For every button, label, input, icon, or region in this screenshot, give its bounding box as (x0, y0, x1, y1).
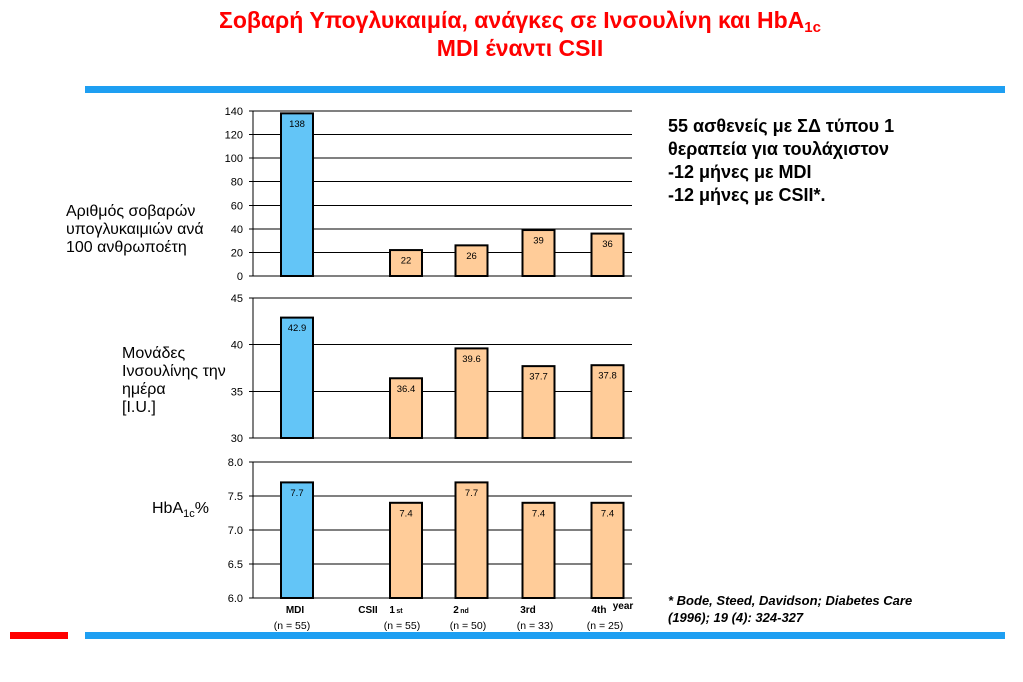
bar-csii-4th (590, 232, 625, 277)
gridlines (249, 297, 632, 439)
bar-csii-4th (590, 364, 625, 440)
hba1c-axis-label: HbA1c% (152, 500, 209, 520)
value-label-csii-3rd: 39 (533, 236, 544, 247)
y-axis-label-line: 100 ανθρωποέτη (66, 239, 187, 256)
y-axis-label-line: υπογλυκαιμιών ανά (66, 221, 204, 238)
study-description-line: -12 μήνες με MDI (668, 162, 812, 182)
insulin-dose-chart: 30 35 40 45 42.9 36.4 39.6 37.7 37.8 (231, 293, 632, 445)
value-label-mdi: 7.7 (290, 488, 303, 499)
value-label-csii-2nd: 7.7 (465, 488, 478, 499)
value-label-csii-3rd: 37.7 (529, 372, 548, 383)
study-description-line: -12 μήνες με CSII*. (668, 185, 826, 205)
y-tick-label: 100 (225, 153, 243, 165)
bar-mdi (280, 316, 314, 440)
y-axis-label-line: ημέρα (122, 381, 166, 398)
footer-rule (85, 632, 1005, 639)
bar-csii-3rd (521, 229, 556, 278)
slide-title: Σοβαρή Υπογλυκαιμία, ανάγκες σε Ινσουλίν… (17, 6, 1023, 62)
y-tick-label: 40 (231, 340, 243, 352)
study-description: 55 ασθενείς με ΣΔ τύπου 1 θεραπεία για τ… (668, 115, 894, 207)
value-label-csii-1st: 36.4 (397, 384, 416, 395)
sample-size-label: (n = 25) (587, 620, 623, 632)
y-tick-label: 8.0 (228, 457, 243, 469)
insulin-dose-axis-label: Μονάδες Ινσουλίνης την ημέρα [I.U.] (122, 345, 226, 417)
y-tick-label: 7.5 (228, 491, 243, 503)
title-line-1: Σοβαρή Υπογλυκαιμία, ανάγκες σε Ινσουλίν… (17, 6, 1023, 36)
y-tick-label: 60 (231, 200, 243, 212)
hypoglycemia-axis-label: Αριθμός σοβαρών υπογλυκαιμιών ανά 100 αν… (66, 203, 204, 257)
footer-accent-bar (10, 632, 68, 639)
y-tick-label: 7.0 (228, 525, 243, 537)
sample-size-label: (n = 33) (517, 620, 553, 632)
value-label-csii-4th: 36 (602, 239, 613, 250)
y-tick-label: 6.5 (228, 559, 243, 571)
x-unit-label: year (613, 601, 634, 612)
hba1c-chart: 6.0 6.5 7.0 7.5 8.0 7.7 7.4 7.7 7.4 7.4 (228, 457, 632, 605)
y-tick-label: 30 (231, 433, 243, 445)
y-tick-label: 120 (225, 130, 243, 142)
bar-mdi (280, 481, 314, 599)
value-label-csii-2nd: 26 (466, 251, 477, 262)
value-label-csii-1st: 22 (401, 256, 412, 267)
x-group-label: CSII (358, 605, 378, 616)
value-label-csii-2nd: 39.6 (462, 354, 481, 365)
value-label-csii-3rd: 7.4 (532, 508, 545, 519)
bar-mdi (280, 112, 314, 277)
value-label-csii-1st: 7.4 (399, 508, 412, 519)
bar-csii-2nd (454, 244, 489, 278)
hba1c-label-suffix: % (194, 500, 209, 517)
bar-csii-1st (389, 501, 423, 599)
y-tick-label: 35 (231, 386, 243, 398)
reference-footnote: * Bode, Steed, Davidson; Diabetes Care (… (668, 592, 912, 626)
sample-size-label: (n = 55) (274, 620, 310, 632)
title-subscript: 1c (804, 19, 821, 36)
bar-csii-2nd (454, 481, 489, 599)
bar-csii-3rd (521, 365, 556, 439)
value-label-csii-4th: 7.4 (601, 508, 614, 519)
sample-size-label: (n = 55) (384, 620, 420, 632)
hba1c-label-base: HbA (152, 500, 184, 517)
hypoglycemia-chart: 0 20 40 60 80 100 120 140 138 22 26 39 36 (225, 106, 632, 283)
bar-csii-1st (389, 377, 423, 439)
bar-csii-1st (389, 249, 423, 277)
footnote-line: * Bode, Steed, Davidson; Diabetes Care (668, 593, 913, 608)
study-description-line: 55 ασθενείς με ΣΔ τύπου 1 (668, 116, 895, 136)
y-tick-label: 45 (231, 293, 243, 305)
bar-csii-3rd (521, 501, 556, 599)
y-axis-label-line: Αριθμός σοβαρών (66, 203, 196, 220)
bar-csii-4th (590, 501, 625, 599)
study-description-line: θεραπεία για τουλάχιστον (668, 139, 890, 159)
x-category-label-mdi: MDI (286, 605, 305, 616)
gridlines (249, 461, 632, 599)
value-label-mdi: 138 (289, 119, 305, 130)
y-tick-label: 80 (231, 177, 243, 189)
y-axis-label-line: [I.U.] (122, 399, 156, 416)
x-category-label-csii-4th: 4th (592, 605, 607, 616)
y-axis-label-line: Ινσουλίνης την (122, 363, 226, 380)
y-tick-label: 20 (231, 247, 243, 259)
footnote-line: (1996); 19 (4): 324-327 (668, 610, 804, 625)
y-tick-label: 140 (225, 106, 243, 118)
y-tick-label: 6.0 (228, 593, 243, 605)
gridlines (249, 110, 632, 277)
y-axis-label-line: Μονάδες (122, 345, 186, 362)
sample-size-label: (n = 50) (450, 620, 486, 632)
bar-csii-2nd (454, 347, 489, 439)
hba1c-label-subscript: 1c (183, 508, 195, 520)
y-tick-label: 0 (237, 271, 243, 283)
title-text: Σοβαρή Υπογλυκαιμία, ανάγκες σε Ινσουλίν… (219, 7, 805, 33)
y-tick-label: 40 (231, 224, 243, 236)
title-line-2: MDI έναντι CSII (436, 35, 604, 61)
x-category-label-csii-3rd: 3rd (520, 605, 536, 616)
value-label-csii-4th: 37.8 (598, 371, 617, 382)
header-rule (85, 86, 1005, 93)
value-label-mdi: 42.9 (288, 323, 307, 334)
